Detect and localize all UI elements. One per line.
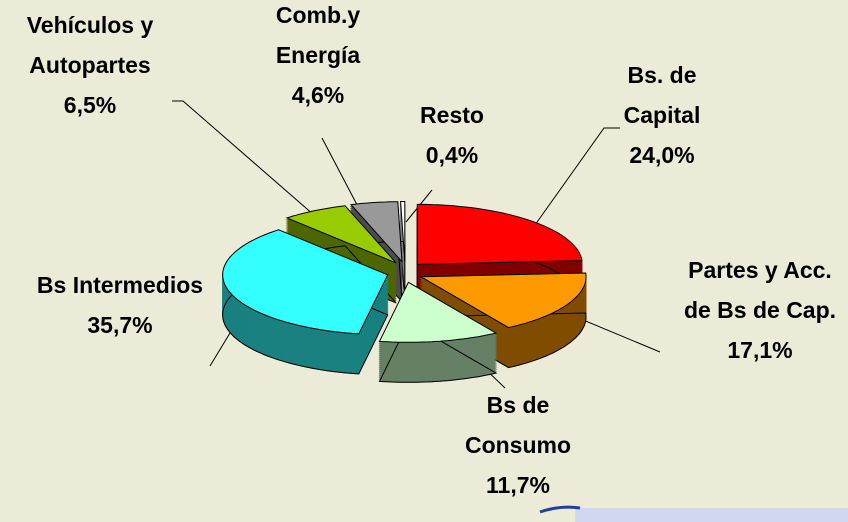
slice-label: Vehículos y Autopartes 6,5% [15, 5, 165, 125]
slice-side [378, 321, 498, 383]
value-label: 24,0% [629, 142, 695, 168]
category-label: Resto [420, 102, 484, 128]
slice-side [419, 312, 587, 369]
corner-decoration [539, 505, 581, 514]
slice-top [419, 272, 587, 329]
category-label: Bs de Consumo [464, 392, 572, 458]
category-label: Bs. de Capital [623, 62, 701, 128]
slice-top [378, 281, 498, 343]
value-label: 0,4% [425, 142, 479, 168]
slice-label: Bs. de Capital 24,0% [602, 55, 722, 175]
slice-top [222, 229, 389, 335]
corner-decoration [575, 508, 848, 522]
value-label: 4,6% [291, 82, 345, 108]
slice-top [349, 201, 403, 264]
slice-top [400, 201, 406, 262]
pie-slice [378, 281, 498, 383]
pie-slice [222, 229, 389, 375]
slice-top [285, 205, 397, 264]
value-label: 35,7% [87, 312, 153, 338]
category-label: Partes y Acc. de Bs de Cap. [683, 257, 837, 323]
pie-slice [400, 201, 406, 302]
category-label: Comb.y Energía [275, 2, 361, 68]
slice-label: Bs de Consumo 11,7% [443, 385, 593, 505]
slice-label: Bs Intermedios 35,7% [30, 265, 210, 345]
category-label: Bs Intermedios [36, 272, 204, 298]
slice-label: Partes y Acc. de Bs de Cap. 17,1% [680, 250, 840, 370]
value-label: 6,5% [63, 92, 117, 118]
category-label: Vehículos y Autopartes [26, 12, 154, 78]
slice-top [416, 203, 583, 265]
slice-label: Resto 0,4% [402, 95, 502, 175]
slice-label: Comb.y Energía 4,6% [253, 0, 383, 115]
value-label: 11,7% [486, 472, 550, 498]
value-label: 17,1% [727, 337, 793, 363]
